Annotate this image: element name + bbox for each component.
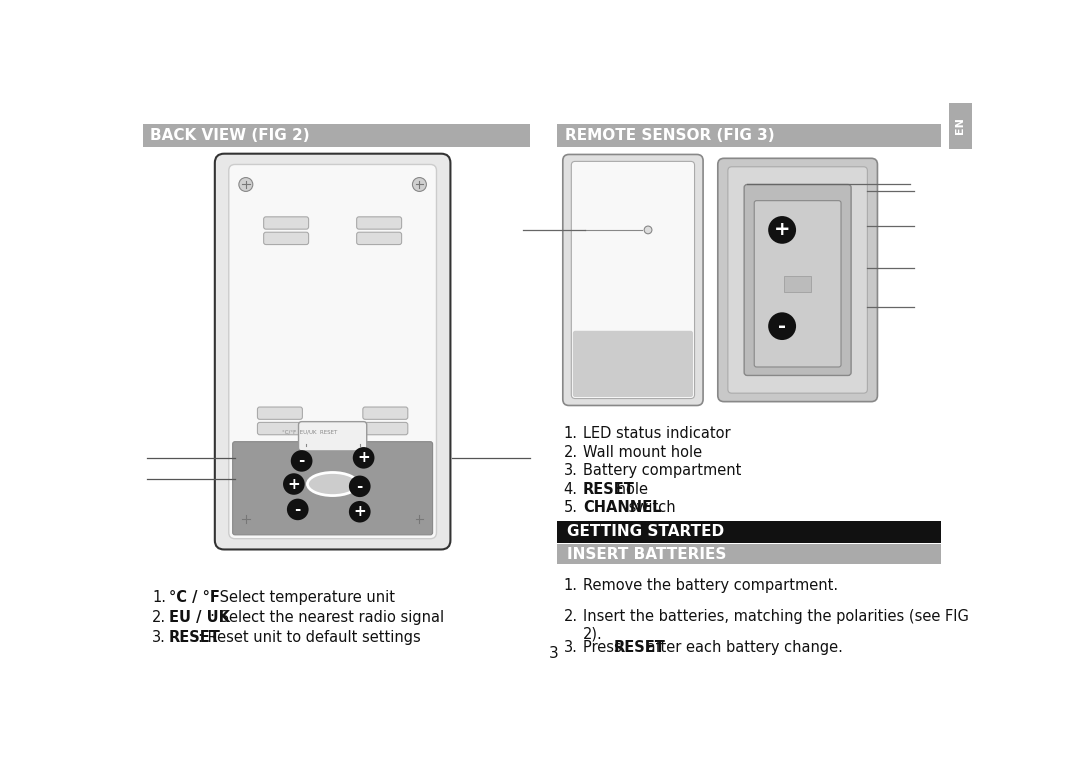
Ellipse shape bbox=[308, 473, 357, 495]
Text: 2.: 2. bbox=[564, 609, 578, 624]
FancyBboxPatch shape bbox=[257, 407, 302, 419]
Circle shape bbox=[239, 177, 253, 192]
Text: EU / UK: EU / UK bbox=[170, 610, 230, 625]
Text: +: + bbox=[287, 476, 300, 492]
Text: +: + bbox=[357, 451, 370, 465]
Text: -: - bbox=[298, 454, 305, 469]
Text: 1.: 1. bbox=[564, 578, 578, 593]
FancyBboxPatch shape bbox=[298, 422, 367, 451]
FancyBboxPatch shape bbox=[744, 184, 851, 375]
FancyBboxPatch shape bbox=[356, 217, 402, 229]
Text: 2.: 2. bbox=[564, 444, 578, 460]
Circle shape bbox=[644, 226, 652, 234]
Text: +: + bbox=[774, 221, 791, 240]
Text: REMOTE SENSOR (FIG 3): REMOTE SENSOR (FIG 3) bbox=[565, 128, 774, 143]
Bar bbox=[557, 123, 941, 147]
Circle shape bbox=[353, 447, 375, 469]
FancyBboxPatch shape bbox=[257, 422, 302, 435]
Text: 4.: 4. bbox=[564, 482, 578, 497]
FancyBboxPatch shape bbox=[264, 217, 309, 229]
Text: °C / °F: °C / °F bbox=[170, 590, 220, 604]
Text: -: - bbox=[356, 479, 363, 494]
FancyBboxPatch shape bbox=[356, 232, 402, 244]
Text: 2.: 2. bbox=[152, 610, 166, 625]
FancyBboxPatch shape bbox=[728, 167, 867, 393]
Circle shape bbox=[413, 177, 427, 192]
Text: 3.: 3. bbox=[564, 463, 578, 478]
Text: Insert the batteries, matching the polarities (see FIG
2).: Insert the batteries, matching the polar… bbox=[583, 609, 969, 642]
Text: 3: 3 bbox=[549, 646, 558, 661]
Text: 3.: 3. bbox=[564, 639, 578, 654]
Text: : Select temperature unit: : Select temperature unit bbox=[210, 590, 395, 604]
Circle shape bbox=[413, 511, 427, 526]
Circle shape bbox=[768, 216, 796, 244]
Text: after each battery change.: after each battery change. bbox=[643, 639, 843, 654]
Bar bbox=[557, 521, 941, 543]
FancyBboxPatch shape bbox=[363, 407, 408, 419]
Bar bbox=[784, 276, 811, 291]
FancyBboxPatch shape bbox=[215, 154, 450, 549]
FancyBboxPatch shape bbox=[754, 201, 841, 367]
FancyBboxPatch shape bbox=[572, 331, 693, 397]
Text: GETTING STARTED: GETTING STARTED bbox=[567, 524, 724, 540]
Text: hole: hole bbox=[612, 482, 648, 497]
Circle shape bbox=[287, 498, 309, 521]
Bar bbox=[143, 123, 530, 147]
Text: 1.: 1. bbox=[152, 590, 166, 604]
Circle shape bbox=[283, 473, 305, 495]
Text: Remove the battery compartment.: Remove the battery compartment. bbox=[583, 578, 838, 593]
Circle shape bbox=[349, 501, 370, 523]
Text: switch: switch bbox=[623, 500, 675, 515]
Text: RESET: RESET bbox=[583, 482, 635, 497]
Text: +: + bbox=[353, 505, 366, 519]
Text: INSERT BATTERIES: INSERT BATTERIES bbox=[567, 546, 726, 562]
Text: RESET: RESET bbox=[613, 639, 665, 654]
FancyBboxPatch shape bbox=[718, 158, 877, 402]
Text: 3.: 3. bbox=[152, 629, 166, 645]
FancyBboxPatch shape bbox=[264, 232, 309, 244]
Text: Battery compartment: Battery compartment bbox=[583, 463, 741, 478]
Text: -: - bbox=[778, 317, 786, 336]
FancyBboxPatch shape bbox=[229, 164, 436, 539]
Text: : Reset unit to default settings: : Reset unit to default settings bbox=[198, 629, 421, 645]
Text: 1.: 1. bbox=[564, 426, 578, 441]
FancyBboxPatch shape bbox=[232, 441, 433, 535]
Text: EN: EN bbox=[956, 117, 966, 135]
Circle shape bbox=[768, 312, 796, 340]
Bar bbox=[948, 103, 972, 149]
Text: BACK VIEW (FIG 2): BACK VIEW (FIG 2) bbox=[150, 128, 310, 143]
Text: 5.: 5. bbox=[564, 500, 578, 515]
Text: CHANNEL: CHANNEL bbox=[583, 500, 661, 515]
FancyBboxPatch shape bbox=[563, 154, 703, 406]
Text: Press: Press bbox=[583, 639, 626, 654]
Text: RESET: RESET bbox=[170, 629, 221, 645]
FancyBboxPatch shape bbox=[363, 422, 408, 435]
Bar bbox=[557, 544, 941, 564]
Text: -: - bbox=[295, 502, 301, 517]
Circle shape bbox=[239, 511, 253, 526]
FancyBboxPatch shape bbox=[571, 161, 694, 399]
Circle shape bbox=[291, 451, 312, 472]
Circle shape bbox=[349, 476, 370, 497]
Text: Wall mount hole: Wall mount hole bbox=[583, 444, 702, 460]
Text: LED status indicator: LED status indicator bbox=[583, 426, 730, 441]
Text: °C/°F  EU/UK  RESET: °C/°F EU/UK RESET bbox=[282, 430, 337, 435]
Text: : Select the nearest radio signal: : Select the nearest radio signal bbox=[210, 610, 444, 625]
